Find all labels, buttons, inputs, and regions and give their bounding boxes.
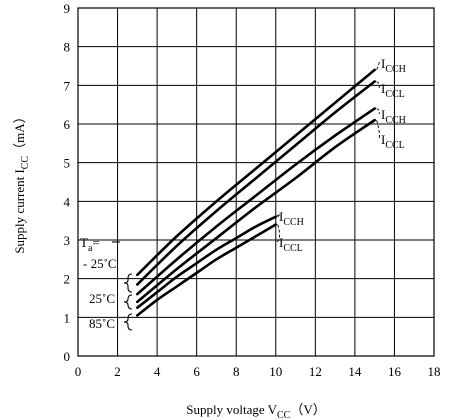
y-tick-label: 2 (64, 272, 71, 287)
leader-line (376, 108, 380, 115)
curve-label: ICCL (279, 235, 303, 254)
y-tick-label: 5 (64, 156, 71, 171)
series-line-2 (136, 80, 376, 286)
brace-25 (123, 294, 133, 310)
plot-frame (77, 7, 435, 357)
y-axis-title-sub: CC (20, 156, 31, 170)
curve-label-main: I (279, 209, 283, 224)
x-tick-label: 0 (75, 364, 82, 379)
brace-85 (123, 313, 133, 331)
curve-label-main: I (279, 235, 283, 250)
y-axis-title-unit: （mA） (12, 110, 27, 156)
curve-label: ICCL (381, 81, 405, 100)
ta-label: Ta= (80, 235, 100, 254)
y-tick-label: 0 (64, 349, 71, 364)
curve-label: ICCL (381, 132, 405, 151)
x-axis-title-sub: CC (277, 410, 291, 420)
curve-label: ICCH (381, 107, 406, 126)
x-tick-label: 18 (428, 364, 441, 379)
ta-label-main: T (80, 235, 88, 250)
curve-label-sub: CCH (385, 115, 406, 126)
x-tick-label: 10 (269, 364, 282, 379)
temp-label-minus-25: - 25˚C (83, 256, 117, 271)
curve-label-main: I (381, 132, 385, 147)
curve-label-sub: CCL (385, 140, 404, 151)
y-tick-label: 4 (64, 194, 71, 209)
curve-label-main: I (381, 81, 385, 96)
leader-line (276, 213, 281, 218)
ta-label-eq: = (92, 235, 99, 250)
brace-minus-25 (123, 273, 133, 293)
x-tick-label: 12 (309, 364, 322, 379)
curve-label: ICCH (381, 56, 406, 75)
y-tick-label: 9 (64, 1, 71, 16)
series-line-3 (136, 107, 376, 296)
x-axis-title-main: Supply voltage V (186, 402, 277, 417)
y-tick-label: 7 (64, 78, 71, 93)
y-axis-title: Supply current ICC（mA） (12, 110, 31, 253)
x-tick-label: 8 (233, 364, 240, 379)
ta-label-sub: a (88, 243, 93, 254)
curve-label-sub: CCH (385, 64, 406, 75)
temp-label-25: 25˚C (89, 291, 115, 306)
curve-label-main: I (381, 107, 385, 122)
curve-label-sub: CCH (283, 217, 304, 228)
series-line-1 (136, 68, 376, 277)
x-tick-label: 6 (193, 364, 200, 379)
curve-label: ICCH (279, 209, 304, 228)
x-tick-label: 16 (388, 364, 402, 379)
curve-label-main: I (381, 56, 385, 71)
leader-line (376, 120, 380, 140)
curves (136, 68, 376, 317)
x-tick-label: 14 (348, 364, 362, 379)
leader-line (376, 81, 380, 89)
curve-label-sub: CCL (283, 243, 302, 254)
series-line-4 (136, 118, 376, 304)
x-axis-title: Supply voltage VCC（V） (186, 402, 326, 420)
leader-line (276, 224, 281, 243)
y-tick-label: 1 (64, 310, 71, 325)
leader-line (376, 61, 380, 71)
y-tick-label: 8 (64, 40, 71, 55)
temp-label-85: 85˚C (89, 316, 115, 331)
y-axis-title-main: Supply current I (12, 169, 27, 253)
series-line-5 (136, 215, 278, 309)
y-tick-label: 3 (64, 233, 71, 248)
x-tick-label: 4 (154, 364, 161, 379)
curve-label-sub: CCL (385, 89, 404, 100)
grid (78, 8, 434, 356)
x-tick-label: 2 (114, 364, 121, 379)
x-axis-title-unit: （V） (290, 402, 325, 417)
series-line-6 (136, 223, 278, 317)
y-tick-label: 6 (64, 117, 71, 132)
